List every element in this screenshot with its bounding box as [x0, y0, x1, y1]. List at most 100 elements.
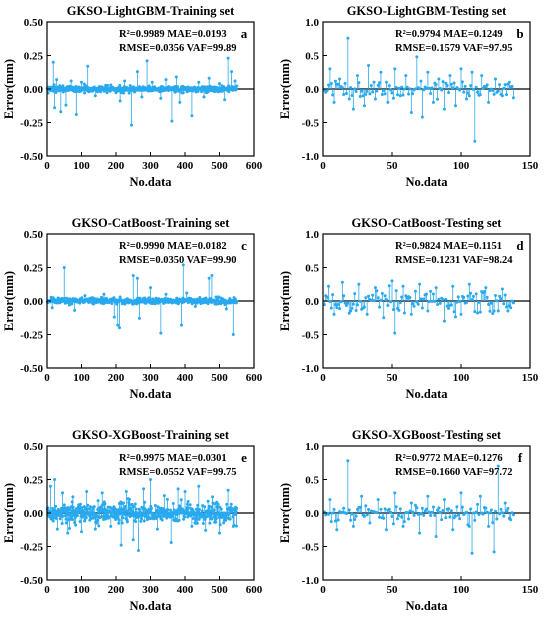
data-point: [164, 292, 168, 296]
data-point: [74, 112, 78, 116]
data-point: [436, 302, 440, 306]
data-point: [448, 515, 452, 519]
data-point: [367, 507, 371, 511]
data-point: [216, 502, 220, 506]
data-point: [166, 508, 170, 512]
data-point: [135, 276, 139, 280]
x-tick-label: 300: [142, 372, 159, 384]
data-point: [229, 502, 233, 506]
data-point: [353, 292, 357, 296]
data-point: [218, 531, 221, 535]
data-point: [401, 284, 405, 288]
data-point: [503, 293, 507, 297]
data-point: [404, 74, 408, 78]
data-point: [176, 487, 180, 491]
data-point: [123, 79, 127, 83]
data-point: [387, 284, 391, 288]
x-tick-label: 500: [211, 160, 228, 172]
data-point: [368, 521, 372, 525]
data-point: [429, 289, 433, 293]
y-tick-label: -1.0: [302, 151, 320, 163]
data-point: [438, 510, 442, 514]
x-tick-label: 300: [142, 160, 159, 172]
data-point: [155, 527, 159, 531]
x-tick-label: 50: [387, 372, 399, 384]
data-point: [467, 282, 471, 286]
data-point: [336, 303, 340, 307]
x-axis-label: No.data: [129, 175, 172, 189]
data-point: [111, 507, 115, 511]
data-point: [469, 84, 473, 88]
data-point: [93, 527, 97, 531]
data-point: [365, 513, 369, 517]
data-point: [462, 90, 466, 94]
chart-panel-c: GKSO-CatBoost-Training set -0.50 -0.25 0.00…: [2, 216, 263, 401]
data-point: [336, 82, 340, 86]
data-point: [502, 514, 506, 518]
data-point: [463, 84, 467, 88]
y-tick-label: 1.0: [305, 17, 319, 29]
data-point: [478, 93, 482, 97]
data-point: [74, 85, 78, 89]
data-point: [49, 517, 53, 521]
data-point: [347, 97, 351, 101]
data-point: [429, 92, 433, 96]
data-point: [440, 88, 444, 92]
metrics-line-2: RMSE=0.1579 VAF=97.95: [395, 43, 512, 54]
metrics-line-2: RMSE=0.1231 VAF=98.24: [395, 255, 513, 266]
data-point: [409, 110, 413, 114]
data-point: [409, 312, 413, 316]
data-point: [339, 300, 343, 304]
data-point: [379, 298, 383, 302]
data-point: [214, 295, 218, 299]
data-point: [471, 294, 475, 298]
data-point: [346, 459, 350, 463]
metrics-line-1: R²=0.9989 MAE=0.0193: [119, 29, 227, 40]
data-point: [502, 302, 506, 306]
data-point: [447, 306, 451, 310]
data-point: [437, 77, 441, 81]
data-point: [188, 503, 192, 507]
data-point: [149, 478, 152, 481]
data-point: [332, 100, 336, 104]
data-point: [227, 90, 231, 94]
data-point: [415, 506, 419, 510]
y-tick-label: 0.5: [305, 51, 319, 63]
data-point: [362, 514, 366, 518]
data-point: [378, 81, 382, 85]
x-tick-label: 0: [320, 160, 326, 172]
data-point: [484, 506, 488, 510]
data-point: [487, 302, 491, 306]
data-point: [442, 107, 446, 111]
data-point: [371, 90, 375, 94]
data-point: [375, 511, 379, 515]
data-point: [119, 543, 123, 547]
data-point: [225, 502, 229, 506]
data-point: [422, 513, 426, 517]
x-tick-label: 0: [320, 372, 326, 384]
data-point: [162, 494, 166, 498]
data-point: [199, 302, 203, 306]
data-point: [489, 508, 493, 512]
data-point: [67, 527, 71, 531]
data-point: [500, 287, 504, 291]
y-tick-label: -0.50: [20, 151, 43, 163]
data-point: [506, 506, 510, 510]
data-point: [445, 304, 449, 308]
x-tick-label: 100: [73, 372, 90, 384]
x-tick-label: 0: [320, 584, 326, 596]
data-point: [470, 70, 474, 74]
chart-panel-e: GKSO-XGBoost-Training set -0.50 -0.25 0.00 0…: [2, 428, 263, 613]
data-point: [405, 85, 409, 89]
data-point: [172, 508, 176, 512]
metrics-line-2: RMSE=0.0350 VAF=99.90: [119, 255, 236, 266]
data-point: [373, 97, 377, 101]
data-point: [382, 516, 386, 520]
panel-letter: a: [241, 26, 248, 41]
x-tick-label: 100: [453, 372, 470, 384]
data-point: [429, 514, 433, 518]
data-point: [382, 88, 386, 92]
data-point: [413, 87, 417, 91]
data-point: [437, 506, 441, 510]
data-point: [384, 528, 388, 532]
